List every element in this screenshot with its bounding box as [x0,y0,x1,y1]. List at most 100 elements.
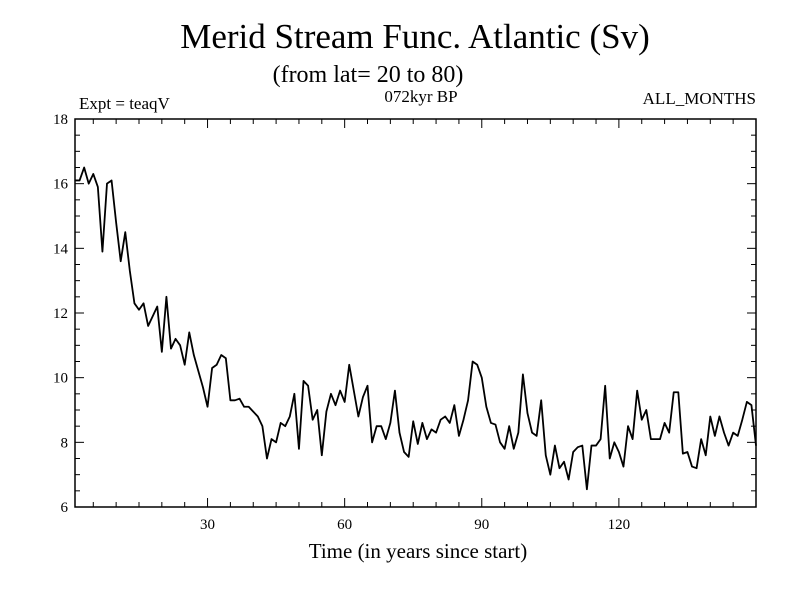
data-point [129,270,131,272]
data-point [115,221,117,224]
data-point [517,432,519,434]
x-axis-label: Time (in years since start) [309,539,528,563]
data-point [581,444,583,447]
data-point [78,179,81,182]
data-point [184,364,186,366]
data-point [325,411,327,413]
data-point [92,173,94,175]
y-tick-label: 18 [53,112,68,128]
data-point [389,422,391,424]
data-point [453,404,455,406]
chart-title: Merid Stream Func. Atlantic (Sv) [180,17,650,56]
period-label: 072kyr BP [384,87,457,106]
data-point [385,438,387,440]
data-point [330,393,332,395]
y-tick-label: 14 [53,241,69,257]
data-point [481,377,483,379]
data-point [421,422,423,424]
data-point [568,478,570,481]
data-point [545,454,547,456]
data-point [714,435,716,437]
y-tick-label: 10 [53,371,68,387]
data-point [682,453,684,455]
data-point [380,425,382,427]
data-point [307,385,309,387]
data-point [590,444,593,447]
x-tick-label: 30 [200,517,215,533]
data-point [83,166,85,169]
data-point [270,438,273,440]
data-point [494,423,497,426]
data-point [595,444,597,447]
data-point [225,357,227,359]
data-point [302,380,305,382]
axis-ticks [75,119,757,507]
data-point [261,425,263,427]
data-point [88,183,90,185]
data-point [366,385,369,387]
data-point [641,419,643,421]
data-point [449,422,451,424]
data-point [371,441,373,443]
data-point [216,364,218,366]
data-point [394,390,396,392]
data-point [376,425,378,427]
data-point [485,406,487,408]
data-point [110,179,113,182]
data-point [298,448,300,450]
series-points [74,166,757,490]
data-point [668,432,670,434]
data-point [362,396,364,398]
data-point [243,406,245,408]
data-point [417,443,419,445]
data-point [700,438,702,440]
x-tick-label: 60 [337,517,352,533]
data-point [755,444,757,447]
data-point [737,435,739,437]
data-point [586,488,588,490]
data-point [536,435,538,437]
data-point [513,448,515,450]
data-point [522,373,524,376]
data-point [156,305,158,308]
data-point [170,347,172,350]
data-point [193,354,195,356]
data-point [142,302,145,304]
data-point [197,370,199,372]
data-point [718,415,721,418]
data-point [741,419,743,421]
months-label: ALL_MONTHS [643,89,756,108]
data-point [686,451,689,453]
data-point [526,412,529,414]
data-point [165,296,168,298]
data-point [188,331,190,333]
data-point [179,344,181,346]
data-point [74,179,76,182]
data-point [645,409,647,411]
data-point [161,351,163,353]
data-point [430,428,433,430]
data-point [467,399,469,401]
data-point [174,338,177,340]
data-point [252,411,254,413]
data-point [723,432,725,434]
data-point [462,419,465,421]
y-tick-label: 6 [61,500,69,516]
data-point [659,438,661,440]
data-point [636,390,638,392]
data-point [499,441,501,443]
data-point [412,420,414,422]
x-tick-labels: 30 60 90 120 [200,517,630,533]
data-point [577,446,579,448]
data-point [695,467,698,469]
data-point [650,438,652,440]
data-point [280,422,282,424]
data-point [618,451,620,453]
data-point [348,364,350,366]
y-tick-label: 8 [61,435,69,451]
data-point [238,398,241,400]
data-point [750,404,753,406]
data-point [490,422,492,424]
data-point [229,399,231,401]
